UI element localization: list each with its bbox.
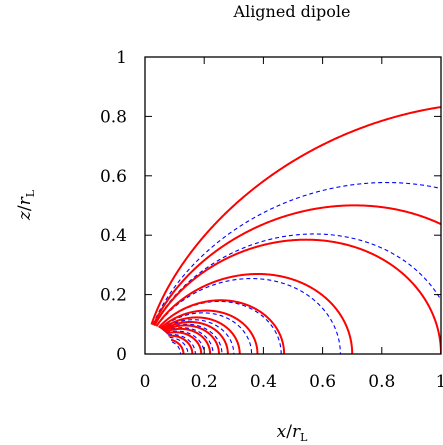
x-axis-label-sep: / <box>286 422 292 442</box>
y-axis-label-r: r <box>15 196 35 205</box>
dashed-field-line-5 <box>163 323 223 354</box>
dashed-field-line-6 <box>161 319 235 354</box>
y-tick-label-4: 0.8 <box>100 107 127 127</box>
plot-frame <box>144 56 442 355</box>
solid-field-line-11 <box>152 204 441 326</box>
solid-field-line-10 <box>153 238 441 354</box>
solid-field-line-3 <box>164 327 212 354</box>
solid-field-line-8 <box>158 299 286 354</box>
y-tick-label-0: 0 <box>116 345 127 365</box>
y-axis-label-var: z <box>15 210 35 221</box>
y-tick-label-1: 0.2 <box>100 286 127 306</box>
y-tick-labels: 0 0.2 0.4 0.6 0.8 1 <box>100 48 127 365</box>
solid-field-line-9 <box>155 272 354 354</box>
x-tick-label-3: 0.6 <box>309 372 336 392</box>
solid-field-line-1 <box>168 334 194 354</box>
solid-field-line-7 <box>159 309 259 354</box>
field-lines <box>150 106 441 354</box>
solid-field-line-0 <box>170 338 185 354</box>
dashed-field-line-9 <box>156 278 341 354</box>
dashed-field-line-7 <box>160 312 253 354</box>
y-tick-label-3: 0.6 <box>100 167 127 187</box>
dashed-field-line-11 <box>152 181 441 325</box>
x-axis-label-r: r <box>292 422 301 442</box>
solid-field-line-12 <box>150 106 441 325</box>
y-axis-label-sub: L <box>24 189 37 197</box>
y-axis-label-sep: / <box>15 205 35 211</box>
chart-title: Aligned dipole <box>233 2 351 21</box>
dashed-field-line-3 <box>165 330 205 354</box>
dashed-field-line-8 <box>158 300 282 354</box>
solid-field-line-2 <box>166 331 203 354</box>
dashed-field-line-10 <box>153 233 441 326</box>
x-tick-labels: 0 0.2 0.4 0.6 0.8 1 <box>140 372 443 392</box>
x-axis-label-var: x <box>277 422 287 442</box>
x-axis-label: x/rL <box>277 422 308 444</box>
solid-field-line-4 <box>163 324 220 354</box>
x-axis-label-sub: L <box>300 431 308 444</box>
solid-field-line-5 <box>162 320 229 354</box>
tick-marks <box>144 56 442 355</box>
x-tick-label-1: 0.2 <box>191 372 218 392</box>
x-tick-label-5: 1 <box>436 372 443 392</box>
y-tick-label-5: 1 <box>116 48 127 68</box>
y-axis-label: z/rL <box>15 189 37 221</box>
dashed-field-line-1 <box>169 336 189 354</box>
x-tick-label-2: 0.4 <box>250 372 277 392</box>
dashed-field-line-0 <box>171 341 182 354</box>
x-tick-label-4: 0.8 <box>368 372 395 392</box>
solid-field-line-6 <box>160 316 241 354</box>
x-tick-label-0: 0 <box>140 372 151 392</box>
y-tick-label-2: 0.4 <box>100 226 127 246</box>
